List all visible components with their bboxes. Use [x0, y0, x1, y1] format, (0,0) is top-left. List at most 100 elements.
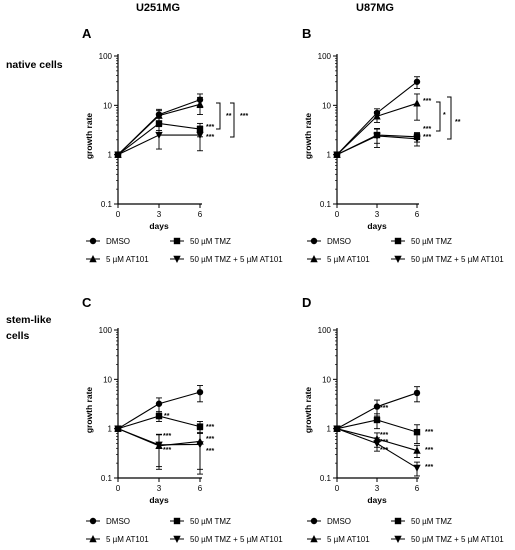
legend-dmso: DMSO: [307, 517, 351, 526]
panel-letter: A: [82, 26, 92, 41]
legend-marker: [310, 535, 318, 543]
data-point: [196, 441, 204, 449]
row-label-stem-like-line2: cells: [6, 330, 30, 342]
legend-dmso: DMSO: [86, 237, 130, 246]
data-point: [333, 425, 341, 433]
data-point: [155, 441, 163, 449]
data-point: [333, 151, 341, 159]
legend-label: 50 µM TMZ + 5 µM AT101: [190, 255, 283, 264]
legend-marker: [89, 517, 97, 525]
x-tick-label: 0: [116, 210, 121, 219]
legend-marker: [394, 517, 402, 525]
significance-bracket: [436, 101, 441, 132]
y-tick-label: 10: [103, 375, 112, 384]
y-tick-label: 100: [99, 326, 113, 335]
significance-label: ***: [423, 134, 431, 141]
data-point: [155, 131, 163, 140]
legend-label: 50 µM TMZ + 5 µM AT101: [190, 535, 283, 544]
significance-bracket: [216, 102, 221, 130]
legend-label: 50 µM TMZ + 5 µM AT101: [411, 255, 504, 264]
data-point: [373, 112, 381, 120]
x-axis-title: days: [149, 221, 169, 231]
legend-label: 50 µM TMZ: [411, 237, 452, 246]
legend-tmz-at101: 50 µM TMZ + 5 µM AT101: [391, 535, 504, 544]
data-point: [413, 428, 421, 436]
legend-label: 5 µM AT101: [106, 255, 149, 264]
data-point: [155, 111, 163, 119]
series-tmz-at101: [333, 127, 421, 159]
data-point: [373, 440, 381, 448]
significance-label: ***: [163, 433, 171, 440]
legend-dmso: DMSO: [307, 237, 351, 246]
legend-marker: [310, 255, 318, 263]
data-point: [413, 99, 421, 107]
legend-tmz-at101: 50 µM TMZ + 5 µM AT101: [391, 255, 504, 264]
data-point: [196, 100, 204, 108]
y-tick-label: 0.1: [101, 200, 113, 209]
legend-at101: 5 µM AT101: [307, 255, 370, 264]
data-point: [413, 464, 421, 472]
significance-label: ***: [206, 436, 214, 443]
data-point: [373, 132, 381, 140]
legend-label: DMSO: [106, 517, 130, 526]
data-point: [155, 412, 163, 420]
significance-bracket: [230, 102, 235, 138]
legend-marker: [394, 255, 402, 263]
legend-label: 5 µM AT101: [106, 535, 149, 544]
legend: DMSO 50 µM TMZ 5 µM AT101 50 µM TMZ + 5 µM …: [86, 237, 283, 264]
y-tick-label: 0.1: [101, 474, 113, 483]
legend: DMSO 50 µM TMZ 5 µM AT101 50 µM TMZ + 5 µM …: [307, 517, 504, 544]
legend-dmso: DMSO: [86, 517, 130, 526]
significance-label: **: [455, 119, 461, 126]
x-tick-label: 3: [375, 484, 380, 493]
legend-marker: [89, 237, 97, 245]
column-title-u87mg: U87MG: [356, 2, 394, 14]
y-tick-label: 10: [322, 375, 331, 384]
y-tick-label: 0.1: [320, 200, 332, 209]
significance-label: ***: [380, 405, 388, 412]
legend-marker: [173, 535, 181, 543]
x-tick-label: 6: [198, 484, 203, 493]
legend-tmz: 50 µM TMZ: [170, 237, 231, 246]
y-axis-title: growth rate: [84, 113, 94, 160]
legend-marker: [310, 517, 318, 525]
data-point: [155, 400, 163, 407]
significance-label: ***: [380, 447, 388, 454]
significance-label: ***: [380, 432, 388, 439]
y-tick-label: 0.1: [320, 474, 332, 483]
y-tick-label: 100: [318, 326, 332, 335]
x-axis-title: days: [149, 495, 169, 505]
significance-bracket: [447, 96, 452, 140]
data-point: [413, 446, 421, 454]
data-point: [114, 151, 122, 159]
series-dmso: [114, 385, 204, 432]
y-tick-label: 10: [322, 101, 331, 110]
legend-marker: [89, 255, 97, 263]
panel-letter: D: [302, 295, 311, 310]
data-point: [413, 135, 421, 143]
significance-label: **: [226, 113, 232, 120]
y-tick-label: 1: [108, 151, 113, 160]
panel-letter: C: [82, 295, 92, 310]
row-label-stem-like-line1: stem-like: [6, 314, 52, 326]
legend-label: DMSO: [327, 237, 351, 246]
legend-tmz: 50 µM TMZ: [391, 237, 452, 246]
x-tick-label: 6: [198, 210, 203, 219]
y-tick-label: 1: [327, 151, 332, 160]
y-axis-title: growth rate: [303, 113, 313, 160]
significance-label: ***: [206, 124, 214, 131]
significance-label: *: [443, 112, 446, 119]
legend-at101: 5 µM AT101: [307, 535, 370, 544]
significance-label: ***: [423, 126, 431, 133]
legend-label: 5 µM AT101: [327, 255, 370, 264]
y-tick-label: 100: [318, 52, 332, 61]
legend-label: 5 µM AT101: [327, 535, 370, 544]
legend-at101: 5 µM AT101: [86, 255, 149, 264]
significance-label: **: [164, 413, 170, 420]
significance-label: ***: [425, 447, 433, 454]
y-tick-label: 10: [103, 101, 112, 110]
series-tmz-at101: [333, 425, 421, 477]
